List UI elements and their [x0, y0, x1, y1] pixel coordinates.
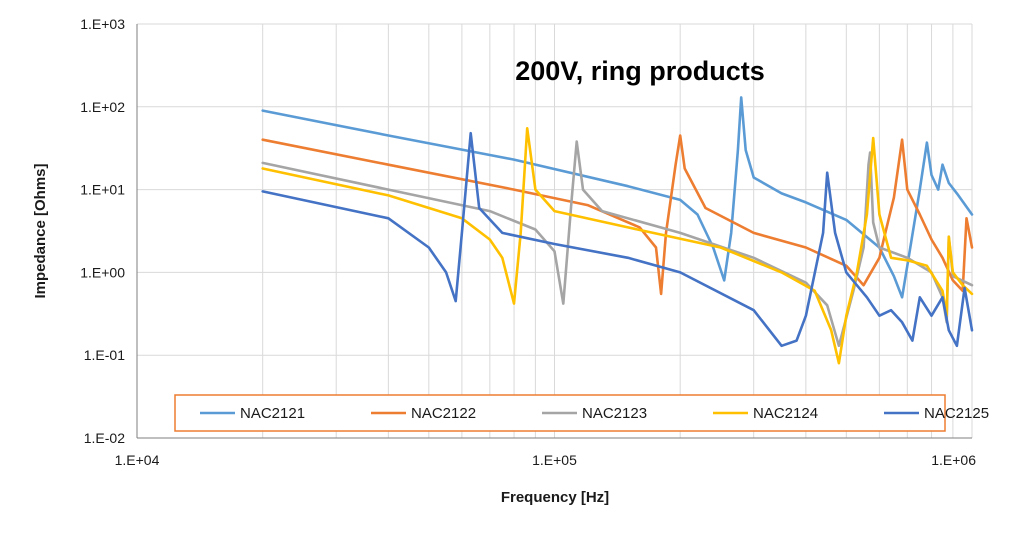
x-axis-title: Frequency [Hz] [501, 489, 609, 506]
legend-label: NAC2125 [924, 405, 989, 422]
y-tick-label: 1.E-01 [84, 347, 125, 363]
y-tick-label: 1.E+02 [80, 99, 125, 115]
series-line-nac2121 [261, 96, 974, 299]
legend: NAC2121 NAC2122 NAC2123 NAC2124 NAC2125 [174, 394, 989, 432]
legend-label: NAC2122 [411, 405, 476, 422]
y-tick-labels: 1.E-02 1.E-01 1.E+00 1.E+01 1.E+02 1.E+03 [80, 16, 125, 446]
series-lines [261, 96, 974, 365]
series-line-nac2123 [261, 140, 974, 348]
chart-title: 200V, ring products [515, 56, 765, 86]
y-tick-label: 1.E-02 [84, 430, 125, 446]
y-tick-label: 1.E+03 [80, 16, 125, 32]
x-tick-label: 1.E+04 [115, 452, 160, 468]
y-tick-label: 1.E+01 [80, 182, 125, 198]
series-line-nac2122 [261, 134, 974, 296]
series-line-nac2125 [261, 131, 974, 348]
y-axis-title: Impedance [Ohms] [32, 163, 49, 298]
x-tick-label: 1.E+06 [931, 452, 976, 468]
y-tick-label: 1.E+00 [80, 264, 125, 280]
x-tick-labels: 1.E+04 1.E+05 1.E+06 [115, 452, 977, 468]
legend-label: NAC2123 [582, 405, 647, 422]
legend-label: NAC2121 [240, 405, 305, 422]
x-tick-label: 1.E+05 [532, 452, 577, 468]
gridlines [136, 23, 973, 439]
legend-label: NAC2124 [753, 405, 818, 422]
series-line-nac2124 [261, 127, 974, 365]
